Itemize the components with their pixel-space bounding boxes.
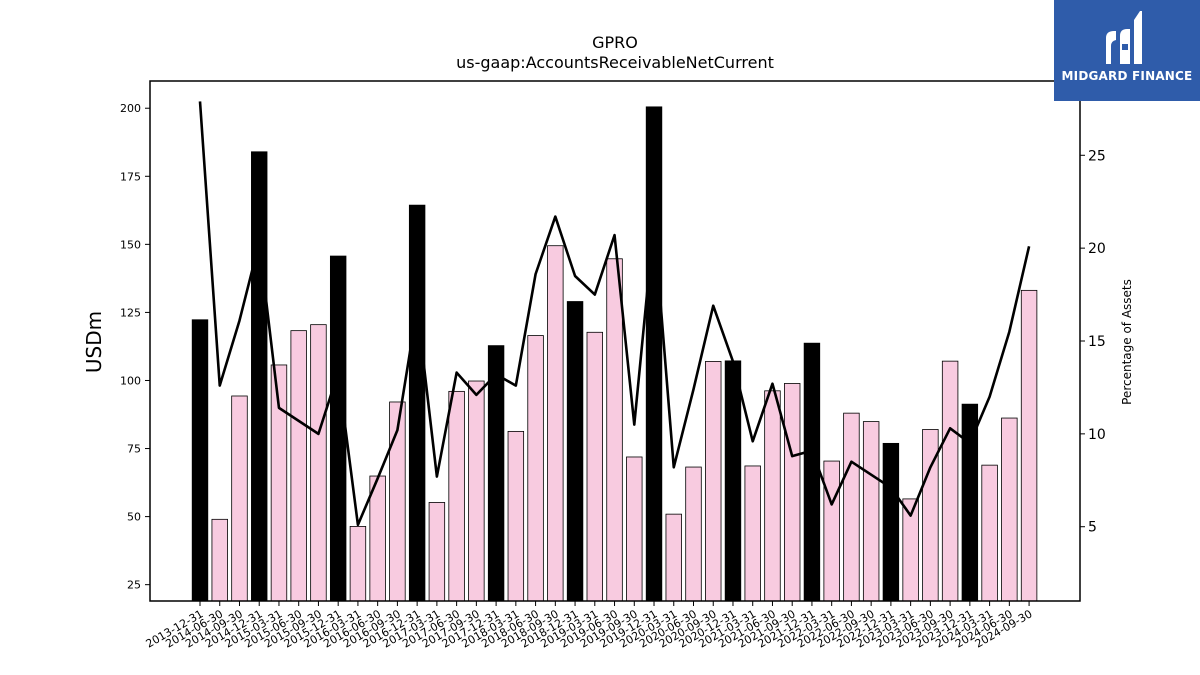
bar xyxy=(408,204,426,602)
bar xyxy=(626,456,643,602)
bar xyxy=(744,465,761,602)
bar xyxy=(981,464,998,602)
bar xyxy=(507,430,525,602)
bar xyxy=(941,360,959,602)
bar xyxy=(586,331,604,602)
bar xyxy=(843,412,860,602)
line-series xyxy=(198,101,1031,527)
bar xyxy=(487,345,505,602)
y2-tick-label: 20 xyxy=(1088,241,1106,257)
bar xyxy=(290,330,307,602)
bar xyxy=(448,390,465,602)
y2-tick-label: 5 xyxy=(1088,520,1097,536)
y2-tick-label: 10 xyxy=(1088,427,1106,443)
bar xyxy=(665,513,682,602)
series-line xyxy=(198,101,1031,527)
logo-text: MIDGARD FINANCE xyxy=(1061,69,1193,83)
bar xyxy=(566,301,584,602)
y2-tick-label: 15 xyxy=(1088,334,1106,350)
bar xyxy=(428,502,446,602)
bar xyxy=(211,518,228,602)
bar xyxy=(823,460,840,602)
bar xyxy=(705,361,722,602)
bar xyxy=(468,380,485,602)
bar xyxy=(803,342,821,602)
bar xyxy=(784,383,801,602)
chart-subtitle: us-gaap:AccountsReceivableNetCurrent xyxy=(456,53,774,72)
logo-mark-icon xyxy=(1106,11,1142,64)
bar xyxy=(961,403,979,602)
y-tick-label: 150 xyxy=(120,238,141,251)
y-tick-label: 50 xyxy=(127,511,141,524)
bar xyxy=(645,106,663,602)
bar xyxy=(724,360,742,602)
y-tick-label: 75 xyxy=(127,443,141,456)
midgard-finance-logo: MIDGARD FINANCE xyxy=(1054,0,1200,101)
bar xyxy=(349,526,367,602)
axes: 2550751001251501752005101520252013-12-31… xyxy=(120,80,1106,651)
bar xyxy=(764,390,781,602)
bar xyxy=(685,466,702,602)
y2-tick-label: 25 xyxy=(1088,148,1106,164)
bar-series xyxy=(191,106,1038,602)
y-tick-label: 25 xyxy=(127,579,141,592)
bar xyxy=(547,245,564,602)
bar xyxy=(191,319,209,602)
y2-axis-label: Percentage of Assets xyxy=(1120,279,1134,405)
y-tick-label: 200 xyxy=(120,102,141,115)
y-axis-label: USDm xyxy=(82,311,106,373)
bar xyxy=(329,255,347,602)
bar xyxy=(310,324,327,602)
y-tick-label: 175 xyxy=(120,170,141,183)
bar xyxy=(1001,417,1018,602)
bar xyxy=(231,395,248,602)
bar xyxy=(369,475,386,602)
bar xyxy=(251,151,268,602)
bar xyxy=(1020,289,1038,602)
chart-title: GPRO xyxy=(592,33,638,52)
bar xyxy=(527,335,544,602)
y-tick-label: 125 xyxy=(120,306,141,319)
bar xyxy=(882,442,900,602)
y-tick-label: 100 xyxy=(120,374,141,387)
bar xyxy=(606,258,623,602)
bar xyxy=(862,421,880,602)
